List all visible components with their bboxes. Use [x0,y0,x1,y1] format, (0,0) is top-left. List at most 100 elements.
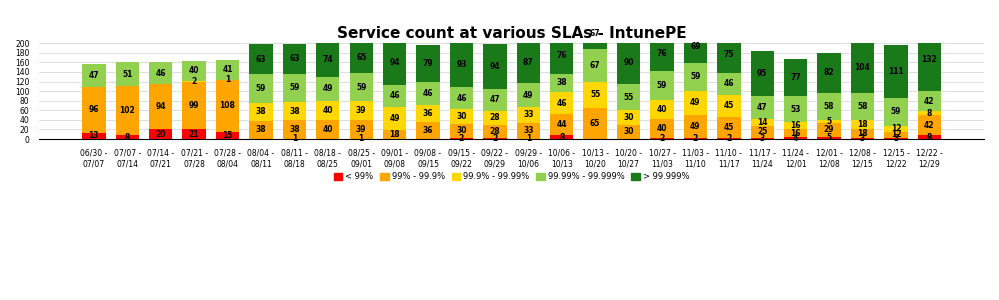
Text: 30: 30 [457,126,467,135]
Bar [617,41,640,84]
Bar [617,125,640,139]
Bar [750,96,774,119]
Bar [550,92,573,114]
Text: 46: 46 [423,89,434,98]
Bar [417,45,440,82]
Text: 58: 58 [857,102,868,111]
Bar [918,115,941,135]
Bar [683,91,707,115]
Text: 3: 3 [893,134,898,143]
Bar [250,103,273,121]
Text: 104: 104 [854,63,870,72]
Text: 29: 29 [824,125,834,134]
Text: 2: 2 [692,134,698,143]
Bar [717,138,740,139]
Text: 14: 14 [757,118,767,127]
Bar [617,84,640,110]
Text: 30: 30 [457,112,467,121]
Bar [550,74,573,92]
Text: 46: 46 [457,94,467,103]
Text: 58: 58 [824,102,834,111]
Bar [851,120,874,129]
Text: 12: 12 [891,124,901,134]
Text: 46: 46 [390,92,400,100]
Bar [149,62,173,84]
Bar [183,82,206,129]
Text: 44: 44 [556,120,567,129]
Text: 20: 20 [156,130,166,139]
Text: 87: 87 [522,58,533,67]
Text: 55: 55 [623,93,633,102]
Text: 40: 40 [323,106,333,115]
Bar [250,121,273,139]
Text: 46: 46 [556,99,567,108]
Text: 47: 47 [490,95,500,104]
Bar [149,84,173,130]
Text: 63: 63 [256,55,266,64]
Text: 33: 33 [523,126,533,135]
Bar [283,102,306,120]
Text: 2: 2 [192,76,197,85]
Text: 63: 63 [289,54,300,63]
Bar [851,138,874,139]
Text: 16: 16 [790,129,801,138]
Bar [550,135,573,139]
Text: 59: 59 [289,83,300,92]
Bar [183,81,206,82]
Bar [750,126,774,138]
Bar [918,91,941,111]
Bar [250,44,273,74]
Bar [316,42,340,77]
Bar [450,87,474,109]
Bar [884,45,908,98]
Text: 2: 2 [659,134,664,143]
Text: 18: 18 [857,129,868,138]
Bar [350,120,373,139]
Bar [683,30,707,63]
Text: 2: 2 [493,134,498,143]
Bar [583,108,606,139]
Text: 47: 47 [757,103,767,112]
Bar [550,38,573,74]
Bar [82,87,106,133]
Bar [918,135,941,139]
Bar [516,107,540,123]
Bar [817,123,841,136]
Text: 8: 8 [559,133,564,142]
Text: 12: 12 [891,130,901,139]
Bar [383,40,407,85]
Bar [650,119,673,138]
Bar [484,89,506,111]
Bar [316,77,340,101]
Bar [550,114,573,135]
Text: 40: 40 [656,124,667,133]
Text: 16: 16 [790,121,801,130]
Text: 94: 94 [156,102,166,111]
Bar [650,138,673,139]
Text: 45: 45 [723,101,734,110]
Bar [784,122,807,130]
Bar [784,130,807,137]
Text: 39: 39 [356,125,367,134]
Text: 75: 75 [723,50,734,59]
Bar [116,62,139,86]
Text: 1: 1 [359,134,364,143]
Text: 94: 94 [390,58,400,67]
Bar [350,42,373,73]
Text: 90: 90 [623,58,633,67]
Title: Service count at various SLAs - IntunePE: Service count at various SLAs - IntunePE [337,26,686,40]
Text: 2: 2 [726,134,731,143]
Bar [383,107,407,130]
Text: 21: 21 [189,130,200,139]
Bar [383,85,407,107]
Text: 49: 49 [523,91,533,100]
Bar [750,51,774,96]
Text: 38: 38 [556,79,567,88]
Text: 40: 40 [189,67,200,76]
Bar [484,125,506,138]
Bar [650,100,673,119]
Bar [82,64,106,87]
Bar [216,132,239,139]
Bar [784,59,807,96]
Text: 42: 42 [924,121,935,130]
